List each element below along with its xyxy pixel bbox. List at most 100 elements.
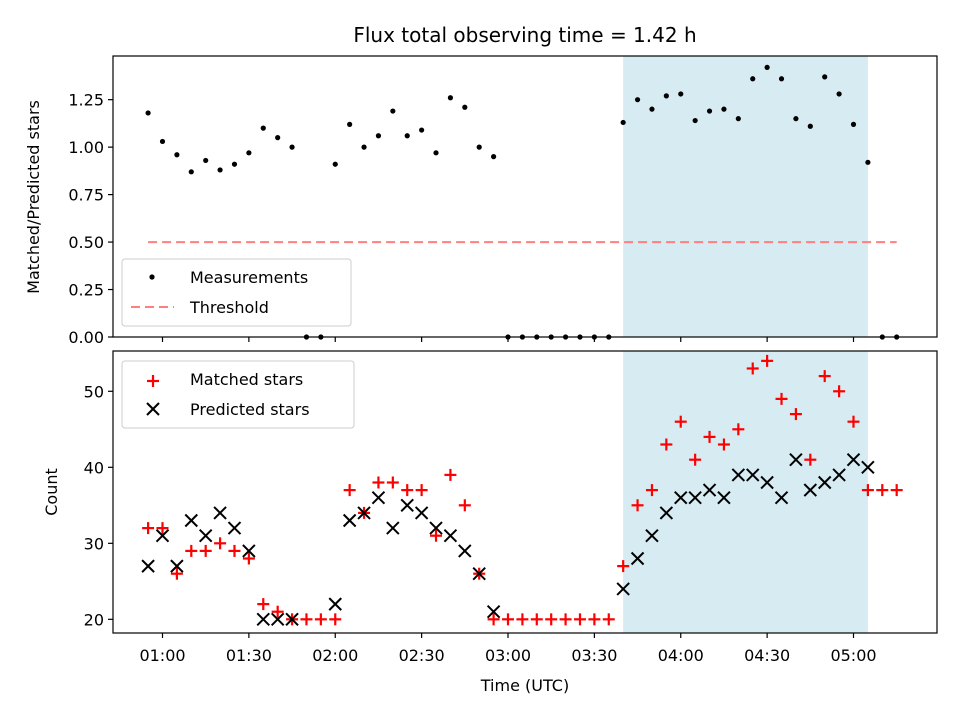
measurement-point [822, 74, 828, 80]
legend-matched-label: Matched stars [190, 370, 303, 389]
measurement-point [433, 150, 439, 156]
matched-star-point [300, 613, 313, 626]
bottom-y-axis-label: Count [42, 468, 61, 516]
matched-star-point [228, 544, 241, 557]
predicted-star-point [472, 567, 486, 581]
measurement-point [807, 123, 813, 129]
measurement-point [347, 121, 353, 127]
matched-star-point [142, 522, 155, 535]
predicted-star-point [458, 544, 472, 558]
measurement-point [692, 117, 698, 124]
measurement-point [419, 127, 425, 133]
predicted-star-point [674, 490, 688, 505]
measurement-point [476, 144, 482, 150]
measurement-point [735, 116, 741, 122]
predicted-star-point [141, 559, 155, 573]
legend-threshold-label: Threshold [189, 298, 269, 317]
predicted-star-point [198, 528, 213, 543]
y-tick-label: 0.25 [68, 281, 104, 300]
measurement-point [750, 76, 756, 82]
matched-star-point [617, 560, 630, 573]
measurement-point [361, 144, 367, 150]
measurement-point [447, 95, 454, 101]
legend-measurements-marker [149, 274, 155, 280]
measurement-point [836, 91, 842, 97]
legend-matched-marker [147, 375, 159, 387]
matched-stars-points [142, 354, 903, 626]
bottom-x-ticks: 01:00 01:30 02:00 02:30 03:00 03:30 04:00 04:30… [139, 633, 877, 665]
predicted-star-point [861, 460, 875, 475]
matched-star-point [242, 552, 255, 565]
bottom-axes-frame [112, 350, 938, 634]
y-tick-label: 50 [84, 382, 104, 401]
matched-star-point [502, 613, 514, 626]
predicted-star-point [760, 475, 774, 490]
predicted-star-point [789, 452, 803, 467]
y-tick-label: 30 [84, 534, 104, 553]
bottom-y-ticks: 20 30 40 50 [84, 382, 113, 629]
measurement-point [850, 121, 857, 127]
measurement-point [375, 133, 382, 139]
matched-star-point [847, 415, 860, 428]
matched-star-point [386, 476, 399, 489]
measurement-point [620, 119, 626, 126]
x-tick-label: 05:00 [830, 646, 876, 665]
matched-star-point [214, 537, 227, 550]
matched-star-point [372, 476, 385, 489]
bottom-highlight-span [623, 351, 868, 633]
matched-star-point [890, 484, 903, 497]
measurement-points [145, 64, 900, 340]
top-panel: 0.00 0.25 0.50 0.75 1.00 1.25 Matched/Predict… [24, 55, 938, 347]
predicted-star-point [803, 483, 818, 497]
matched-star-point [430, 529, 443, 542]
top-axes-frame [112, 55, 938, 338]
predicted-star-point [400, 498, 414, 513]
matched-star-point [199, 544, 212, 557]
predicted-star-point [170, 559, 184, 573]
x-tick-label: 02:00 [312, 646, 358, 665]
y-tick-label: 0.00 [68, 328, 104, 347]
x-tick-label: 03:30 [571, 646, 617, 665]
top-legend-box [121, 258, 352, 327]
matched-star-point [861, 484, 874, 497]
matched-star-point [156, 522, 169, 535]
matched-star-point [631, 499, 644, 512]
measurement-point [188, 169, 194, 175]
matched-star-point [602, 613, 615, 626]
top-y-axis-label: Matched/Predicted stars [24, 100, 43, 294]
matched-star-point [170, 567, 183, 580]
measurement-point [159, 138, 166, 145]
measurement-point [332, 161, 338, 167]
legend-predicted-label: Predicted stars [190, 400, 310, 419]
y-tick-label: 1.25 [68, 91, 104, 110]
matched-star-point [444, 468, 457, 481]
predicted-star-point [256, 612, 270, 627]
matched-star-point [746, 362, 759, 375]
matched-star-point [703, 430, 716, 443]
measurement-point [275, 135, 281, 141]
measurement-point [404, 133, 410, 139]
matched-star-point [257, 598, 270, 611]
predicted-star-point [386, 521, 400, 535]
matched-star-point [804, 453, 817, 466]
x-tick-label: 02:30 [399, 646, 445, 665]
measurement-point [231, 161, 238, 167]
measurement-point [289, 144, 295, 150]
measurement-point [764, 64, 770, 70]
matched-star-point [833, 385, 846, 398]
matched-star-point [401, 484, 414, 497]
matched-star-point [415, 484, 428, 497]
predicted-stars-points [141, 452, 875, 627]
measurement-point [706, 108, 713, 114]
predicted-star-point [659, 506, 674, 520]
matched-star-point [559, 613, 572, 626]
measurement-point [203, 157, 209, 164]
measurement-point [793, 116, 799, 122]
predicted-star-point [414, 506, 429, 520]
matched-star-point [545, 613, 558, 626]
measurement-point [778, 76, 785, 82]
predicted-star-point [429, 521, 443, 535]
predicted-star-point [227, 521, 242, 535]
predicted-star-point [717, 490, 731, 505]
